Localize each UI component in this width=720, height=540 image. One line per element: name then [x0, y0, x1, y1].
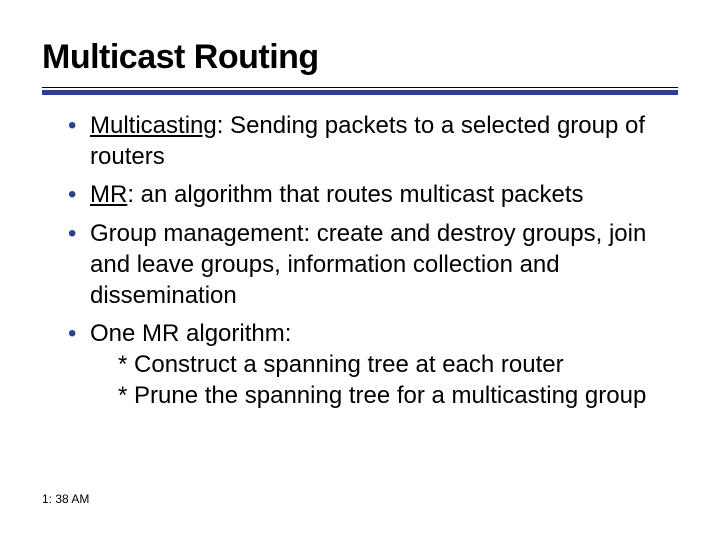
sub-item: * Construct a spanning tree at each rout…: [90, 350, 668, 381]
list-item: Multicasting: Sending packets to a selec…: [68, 111, 668, 172]
term: Multicasting: [90, 112, 217, 139]
slide: Multicast Routing Multicasting: Sending …: [0, 0, 720, 540]
divider-thick: [42, 90, 678, 95]
slide-title: Multicast Routing: [42, 38, 678, 83]
bullet-text: One MR algorithm:: [90, 320, 291, 347]
sub-item: * Prune the spanning tree for a multicas…: [90, 381, 668, 412]
bullet-text: : an algorithm that routes multicast pac…: [127, 181, 583, 208]
timestamp: 1: 38 AM: [42, 492, 89, 506]
list-item: MR: an algorithm that routes multicast p…: [68, 180, 668, 211]
list-item: Group management: create and destroy gro…: [68, 219, 668, 311]
list-item: One MR algorithm: * Construct a spanning…: [68, 319, 668, 411]
term: MR: [90, 181, 127, 208]
divider-thin: [42, 87, 678, 88]
bullet-text: Group management: create and destroy gro…: [90, 220, 646, 308]
bullet-list: Multicasting: Sending packets to a selec…: [42, 111, 678, 411]
